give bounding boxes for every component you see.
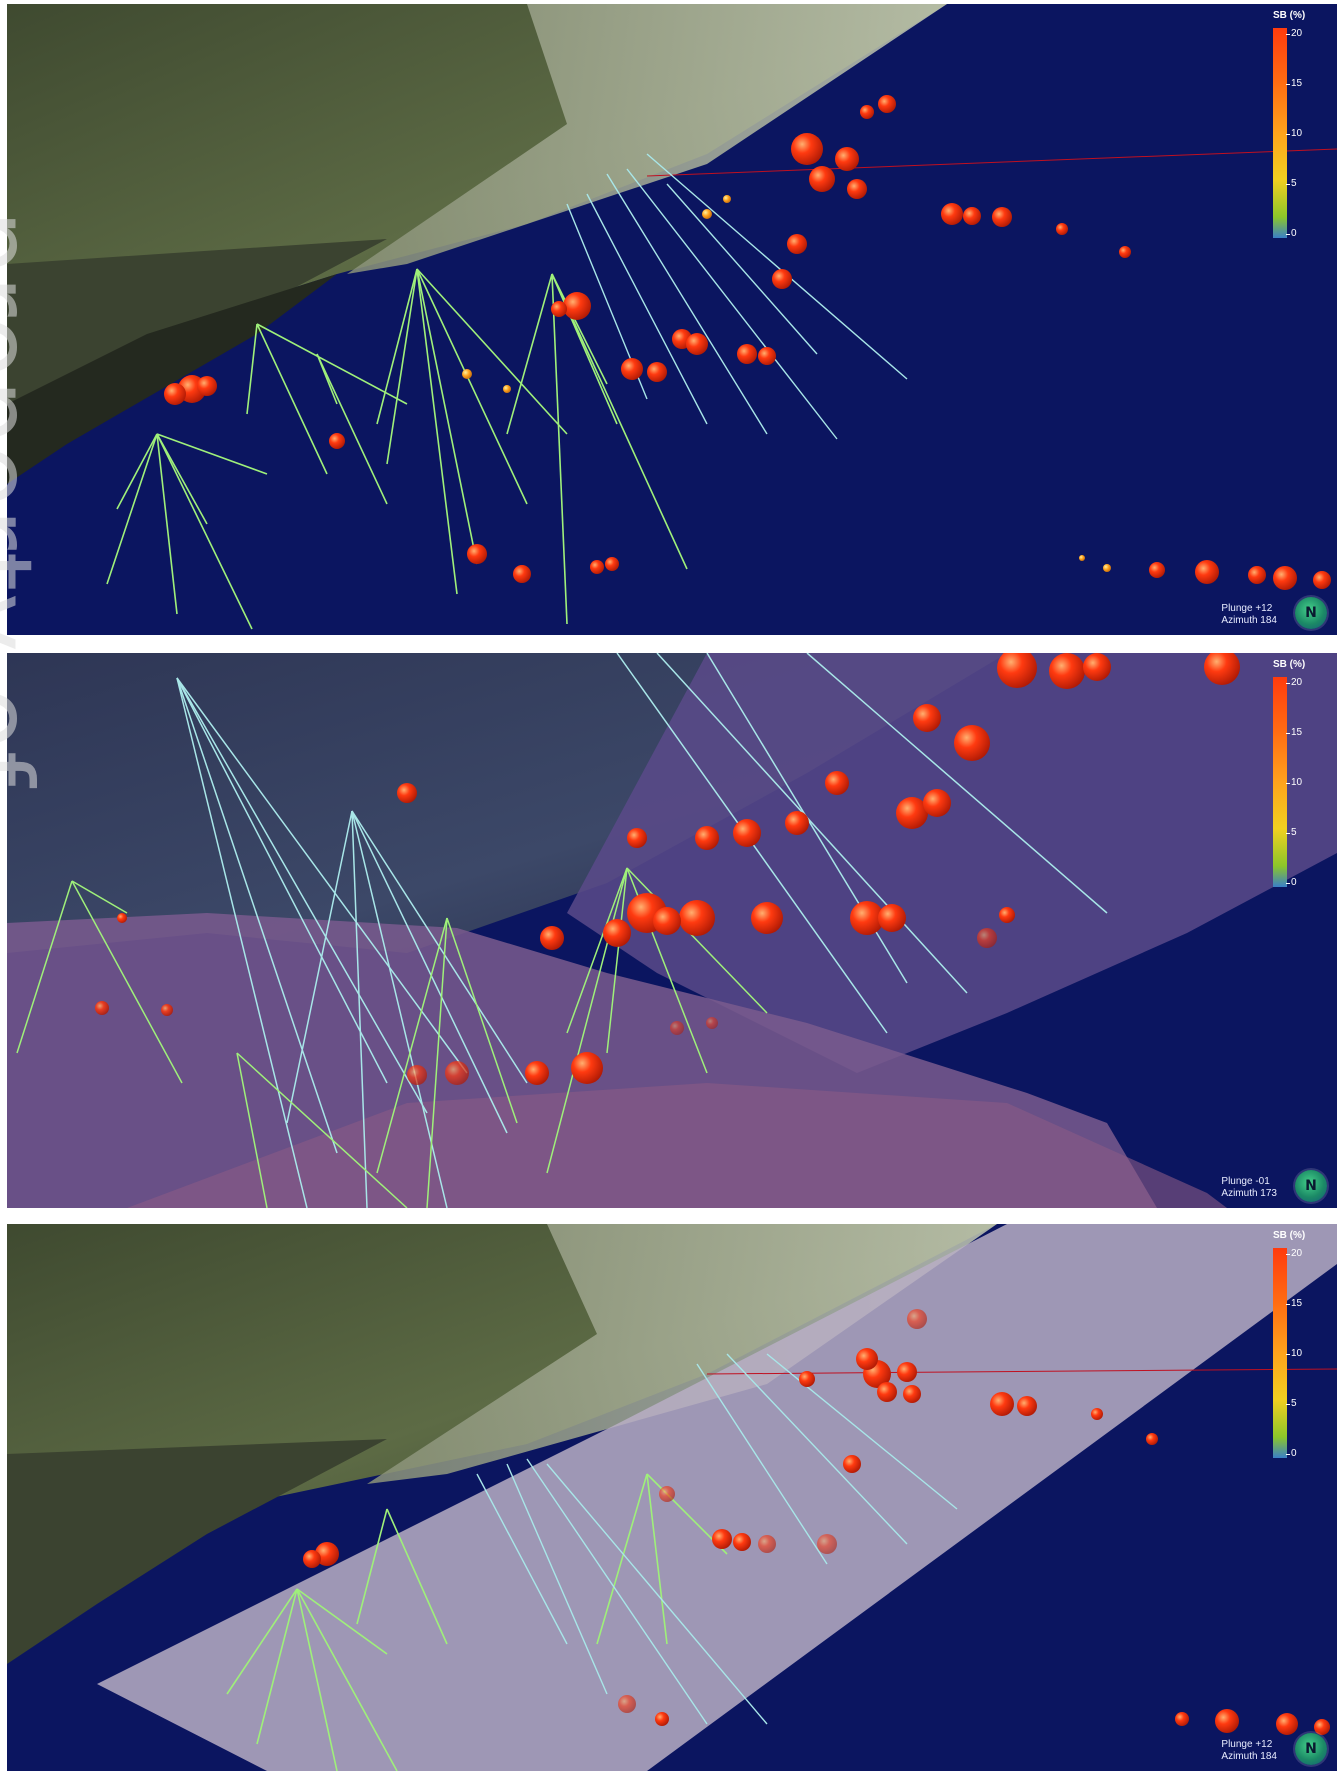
legend-title: SB (%) (1273, 10, 1306, 21)
assay-spheres (303, 1309, 1330, 1735)
drillhole-traces-green (16, 867, 768, 1208)
north-label: N (1305, 1178, 1317, 1194)
drillhole-traces (226, 1473, 728, 1771)
assay-spheres (95, 653, 1240, 1085)
reference-line (646, 148, 1337, 177)
terrain-slope (367, 1224, 997, 1484)
legend-tick: 5 (1286, 827, 1297, 838)
view-orientation: Plunge +12 Azimuth 184 (1221, 603, 1277, 627)
north-arrow-icon[interactable]: N (1295, 1733, 1327, 1765)
color-scale-legend: SB (%) 20 15 10 5 0 (1269, 10, 1327, 240)
legend-tick: 20 (1285, 28, 1303, 39)
legend-tick: 5 (1286, 178, 1297, 189)
legend-color-bar (1273, 28, 1287, 238)
scene-3d-view-1[interactable] (7, 4, 1337, 635)
legend-tick: 15 (1285, 1298, 1303, 1309)
drillhole-traces-alt (476, 1353, 958, 1725)
azimuth-readout: Azimuth 184 (1221, 615, 1277, 626)
legend-tick: 10 (1285, 1348, 1303, 1359)
viewport-panel-3[interactable]: SB (%) 20 15 10 5 0 Plunge +12 Azimuth 1… (7, 1224, 1337, 1771)
plunge-readout: Plunge -01 (1221, 1176, 1270, 1187)
legend-tick: 15 (1285, 727, 1303, 738)
legend-tick: 10 (1285, 128, 1303, 139)
legend-title: SB (%) (1273, 659, 1306, 670)
legend-tick: 0 (1286, 877, 1297, 888)
legend-title: SB (%) (1273, 1230, 1306, 1241)
azimuth-readout: Azimuth 184 (1221, 1751, 1277, 1762)
terrain-lower-ridge (7, 1439, 387, 1664)
view-orientation: Plunge +12 Azimuth 184 (1221, 1739, 1277, 1763)
legend-tick: 20 (1285, 677, 1303, 688)
north-arrow-icon[interactable]: N (1295, 1170, 1327, 1202)
view-orientation: Plunge -01 Azimuth 173 (1221, 1176, 1277, 1200)
terrain-lower-ridge (7, 239, 387, 474)
scene-3d-view-2[interactable] (7, 653, 1337, 1208)
north-label: N (1305, 605, 1317, 621)
legend-tick: 20 (1285, 1248, 1303, 1259)
viewport-panel-1[interactable]: SB (%) 20 15 10 5 0 Plunge +12 Azimuth 1… (7, 4, 1337, 635)
color-scale-legend: SB (%) 20 15 10 5 0 (1269, 659, 1327, 889)
legend-tick: 0 (1286, 228, 1297, 239)
drillhole-traces (176, 653, 1108, 1208)
legend-color-bar (1273, 677, 1287, 887)
assay-spheres (164, 95, 1331, 590)
legend-color-bar (1273, 1248, 1287, 1458)
north-label: N (1305, 1741, 1317, 1757)
legend-tick: 15 (1285, 78, 1303, 89)
legend-tick: 0 (1286, 1448, 1297, 1459)
plan-overlay (97, 1224, 1337, 1771)
surface-model-upper (567, 653, 1337, 1073)
azimuth-readout: Azimuth 173 (1221, 1188, 1277, 1199)
terrain-slope (347, 4, 947, 274)
plunge-readout: Plunge +12 (1221, 603, 1273, 614)
scene-3d-view-3[interactable] (7, 1224, 1337, 1771)
surface-model-edge (127, 1083, 1227, 1208)
color-scale-legend: SB (%) 20 15 10 5 0 (1269, 1230, 1327, 1460)
north-arrow-icon[interactable]: N (1295, 597, 1327, 629)
plunge-readout: Plunge +12 (1221, 1739, 1273, 1750)
terrain-shadow (7, 274, 337, 484)
legend-tick: 10 (1285, 777, 1303, 788)
legend-tick: 5 (1286, 1398, 1297, 1409)
drillhole-traces (106, 268, 688, 630)
viewport-panel-2[interactable]: SB (%) 20 15 10 5 0 Plunge -01 Azimuth 1… (7, 653, 1337, 1208)
